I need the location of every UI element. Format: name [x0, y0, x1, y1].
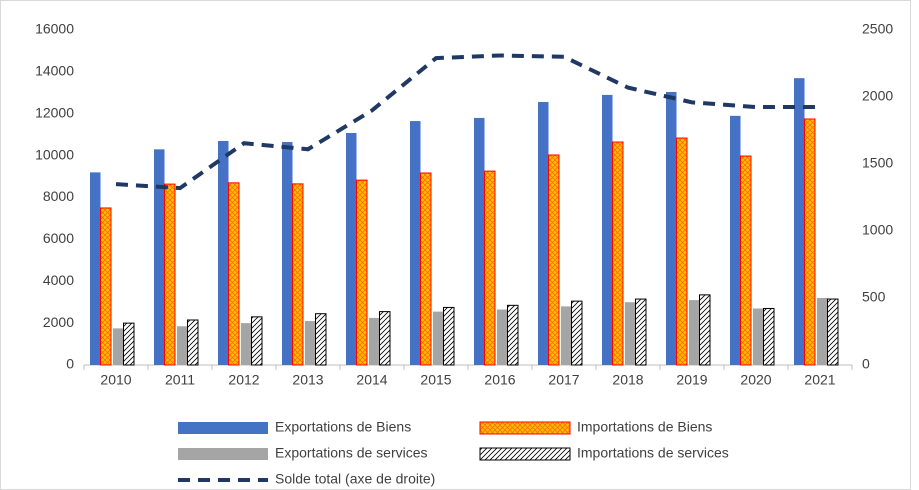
y-tick-label: 12000 [35, 104, 74, 120]
bar [420, 172, 432, 366]
y2-tick-label: 1000 [862, 222, 893, 238]
bar [228, 182, 240, 366]
x-tick-label: 2020 [740, 372, 771, 388]
line [115, 53, 820, 191]
bar [571, 300, 583, 366]
bar [292, 183, 304, 366]
legend-swatch [479, 447, 571, 461]
bar [218, 140, 229, 365]
bar [187, 319, 199, 366]
bar [346, 133, 357, 365]
x-tick-label: 2013 [292, 372, 323, 388]
y-tick-label: 16000 [35, 21, 74, 37]
legend-label: Importations de Biens [577, 419, 712, 435]
bar [827, 298, 839, 366]
bar [251, 316, 263, 366]
bar [763, 307, 775, 366]
bar [164, 183, 176, 366]
bar [740, 155, 752, 366]
bar [90, 172, 101, 365]
bar [730, 115, 741, 365]
legend-swatch [479, 421, 571, 435]
legend-label: Solde total (axe de droite) [275, 471, 435, 487]
bar [315, 313, 327, 366]
x-tick-label: 2015 [420, 372, 451, 388]
x-tick-label: 2014 [356, 372, 387, 388]
bar [625, 302, 636, 365]
y2-tick-label: 2500 [862, 21, 893, 37]
y-tick-label: 10000 [35, 146, 74, 162]
y-tick-label: 0 [66, 356, 74, 372]
bar [602, 94, 613, 365]
bar [433, 311, 444, 365]
y2-tick-label: 1500 [862, 155, 893, 171]
bar [548, 154, 560, 366]
bar [497, 309, 508, 365]
bar [305, 321, 316, 365]
bar [379, 311, 391, 366]
bar [100, 207, 112, 366]
bar [123, 322, 135, 366]
bar [538, 102, 549, 366]
y-tick-label: 8000 [43, 188, 74, 204]
bar [443, 306, 455, 366]
bar [369, 317, 380, 365]
x-tick-label: 2011 [165, 372, 195, 388]
x-tick-label: 2010 [100, 372, 131, 388]
x-tick-label: 2021 [804, 372, 835, 388]
y2-tick-label: 500 [862, 289, 886, 305]
bar [817, 298, 828, 365]
bar [241, 323, 252, 365]
bar [794, 78, 805, 365]
y-tick-label: 14000 [35, 63, 74, 79]
bar [410, 121, 421, 365]
bar [154, 149, 165, 365]
bar [561, 306, 572, 365]
bar [804, 118, 816, 366]
bar [676, 137, 688, 366]
bar [356, 179, 368, 366]
legend-swatch [178, 422, 268, 434]
y-tick-label: 2000 [43, 314, 74, 330]
y2-tick-label: 2000 [862, 88, 893, 104]
x-tick-label: 2012 [228, 372, 259, 388]
x-tick-label: 2019 [676, 372, 707, 388]
bar [699, 294, 711, 366]
legend-label: Exportations de Biens [275, 419, 411, 435]
bar [484, 170, 496, 366]
legend-label: Exportations de services [275, 445, 428, 461]
legend-label: Importations de services [577, 445, 729, 461]
bar [474, 117, 485, 365]
y2-tick-label: 0 [862, 356, 870, 372]
bar [177, 326, 188, 365]
y-tick-label: 4000 [43, 272, 74, 288]
bar [282, 142, 293, 365]
bar [507, 304, 519, 366]
bar [612, 141, 624, 366]
bar [113, 328, 124, 365]
x-tick-label: 2016 [484, 372, 515, 388]
bar [635, 298, 647, 366]
bar [689, 300, 700, 365]
x-tick-label: 2018 [612, 372, 643, 388]
bar [753, 308, 764, 365]
bar [666, 91, 677, 365]
x-tick-label: 2017 [548, 372, 579, 388]
legend-swatch [178, 448, 268, 460]
y-tick-label: 6000 [43, 230, 74, 246]
